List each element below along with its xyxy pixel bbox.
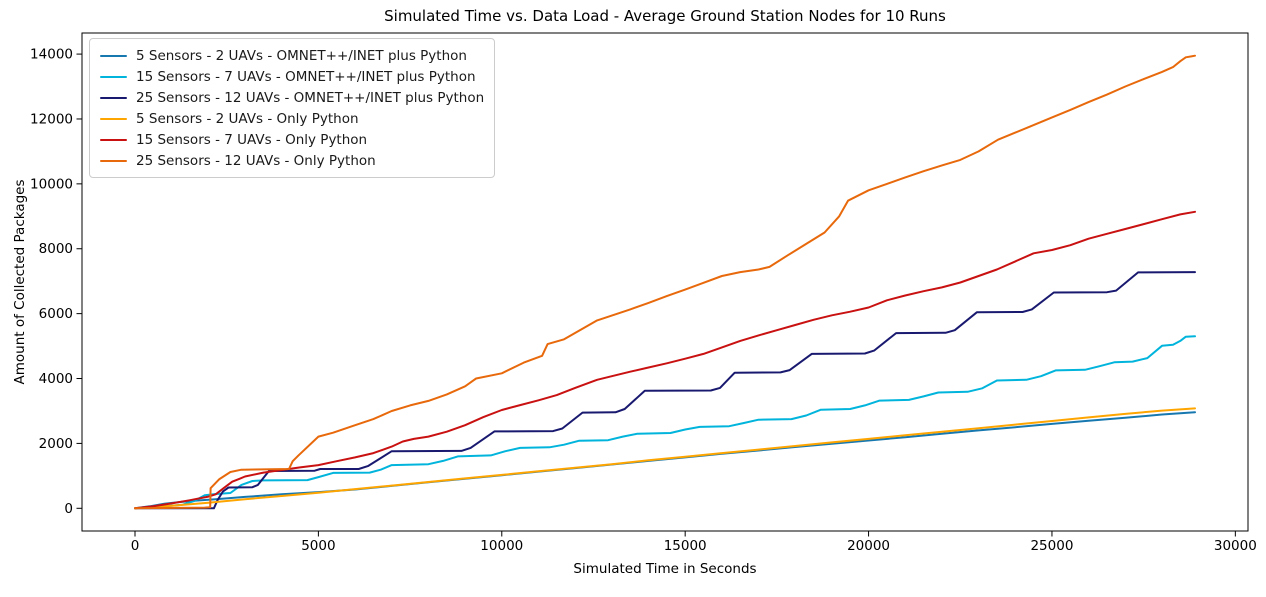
legend-entry-3: 5 Sensors - 2 UAVs - Only Python [100,108,484,129]
y-tick-label: 0 [64,501,73,517]
x-tick-label: 25000 [1030,538,1073,554]
legend: 5 Sensors - 2 UAVs - OMNET++/INET plus P… [89,38,496,178]
y-tick-label: 4000 [39,371,73,387]
y-axis-label: Amount of Collected Packages [12,179,28,385]
y-tick-label: 2000 [39,436,73,452]
series-line-2 [134,271,1196,510]
legend-entry-0: 5 Sensors - 2 UAVs - OMNET++/INET plus P… [100,45,484,66]
x-tick-label: 10000 [480,538,523,554]
x-axis-label: Simulated Time in Seconds [573,561,757,577]
series-line-1 [134,335,1196,510]
legend-label-2: 25 Sensors - 12 UAVs - OMNET++/INET plus… [136,89,485,106]
legend-label-5: 25 Sensors - 12 UAVs - Only Python [136,152,376,169]
y-tick-label: 10000 [30,176,73,192]
series-line-4 [134,210,1196,510]
x-tick-label: 0 [131,538,140,554]
legend-swatch-4 [100,138,127,141]
chart-title: Simulated Time vs. Data Load - Average G… [384,7,946,25]
legend-label-0: 5 Sensors - 2 UAVs - OMNET++/INET plus P… [136,47,467,64]
series-line-5 [134,54,1196,510]
legend-swatch-3 [100,117,127,120]
series-line-3 [134,407,1196,510]
legend-entry-1: 15 Sensors - 7 UAVs - OMNET++/INET plus … [100,66,484,87]
legend-swatch-2 [100,96,127,99]
legend-label-3: 5 Sensors - 2 UAVs - Only Python [136,110,359,127]
legend-entry-2: 25 Sensors - 12 UAVs - OMNET++/INET plus… [100,87,484,108]
y-tick-label: 14000 [30,47,73,63]
y-tick-label: 6000 [39,306,73,322]
legend-entry-5: 25 Sensors - 12 UAVs - Only Python [100,150,484,171]
legend-swatch-0 [100,54,127,57]
legend-swatch-1 [100,75,127,78]
y-tick-label: 8000 [39,241,73,257]
x-tick-label: 20000 [847,538,890,554]
x-tick-label: 30000 [1214,538,1257,554]
x-tick-label: 5000 [301,538,335,554]
y-tick-label: 12000 [30,111,73,127]
legend-label-1: 15 Sensors - 7 UAVs - OMNET++/INET plus … [136,68,476,85]
legend-entry-4: 15 Sensors - 7 UAVs - Only Python [100,129,484,150]
x-tick-label: 15000 [664,538,707,554]
axes-box [81,32,1249,532]
legend-label-4: 15 Sensors - 7 UAVs - Only Python [136,131,368,148]
legend-swatch-5 [100,159,127,162]
